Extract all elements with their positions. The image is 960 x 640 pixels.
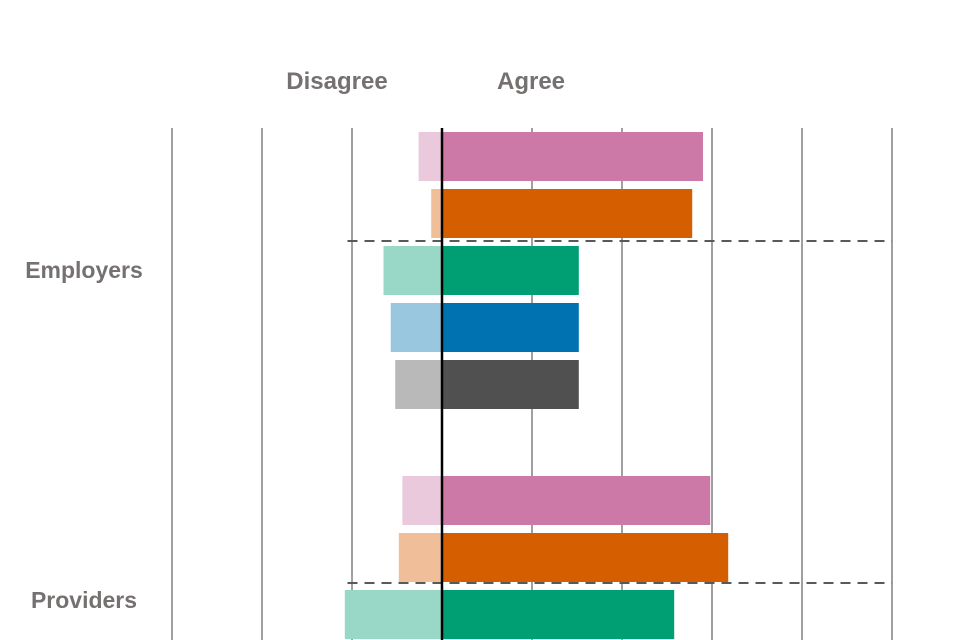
group-labels: Employers Providers bbox=[25, 257, 143, 613]
disagree-bar bbox=[395, 360, 442, 409]
bars bbox=[344, 132, 729, 639]
agree-bar bbox=[442, 189, 693, 238]
agree-bar bbox=[442, 303, 579, 352]
group-label: Employers bbox=[25, 257, 143, 283]
agree-bar bbox=[442, 132, 703, 181]
disagree-bar bbox=[390, 303, 442, 352]
agree-bar bbox=[442, 360, 579, 409]
disagree-header: Disagree bbox=[286, 68, 387, 95]
disagree-bar bbox=[398, 533, 442, 582]
group-label: Providers bbox=[31, 587, 137, 613]
disagree-bar bbox=[402, 476, 442, 525]
disagree-bar bbox=[431, 189, 442, 238]
disagree-bar bbox=[418, 132, 442, 181]
agree-header: Agree bbox=[497, 68, 565, 95]
agree-bar bbox=[442, 246, 579, 295]
agree-bar bbox=[442, 476, 711, 525]
agree-bar bbox=[442, 590, 675, 639]
agree-bar bbox=[442, 533, 729, 582]
disagree-bar bbox=[383, 246, 442, 295]
group-separators bbox=[347, 240, 892, 584]
disagree-bar bbox=[344, 590, 442, 639]
